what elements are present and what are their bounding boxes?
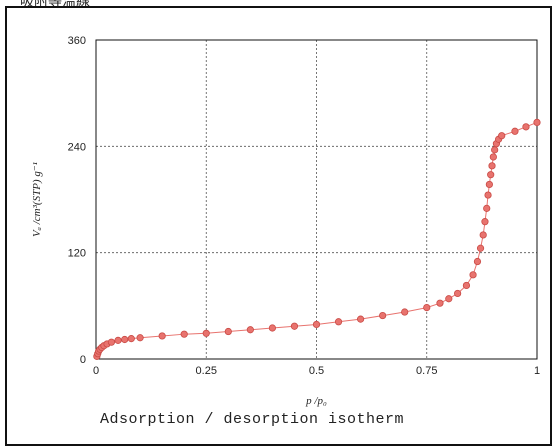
y-tick-label: 240 bbox=[68, 141, 86, 153]
data-point bbox=[401, 308, 409, 316]
data-point bbox=[423, 304, 431, 312]
data-point bbox=[473, 257, 482, 266]
tick-labels: 0 0.25 0.5 0.75 1 0 120 240 360 bbox=[68, 35, 540, 377]
data-point bbox=[511, 127, 519, 135]
x-tick-label: 0.5 bbox=[309, 365, 324, 377]
data-point bbox=[114, 336, 122, 344]
x-axis-label: p /p₀ bbox=[305, 395, 327, 407]
grid-lines bbox=[96, 40, 537, 359]
data-point bbox=[476, 244, 485, 252]
y-tick-label: 120 bbox=[68, 248, 86, 260]
data-point bbox=[136, 334, 144, 342]
data-points bbox=[93, 118, 541, 360]
data-point bbox=[481, 218, 489, 226]
x-tick-label: 1 bbox=[534, 365, 540, 377]
data-point bbox=[180, 330, 188, 338]
data-point bbox=[121, 335, 129, 344]
chart-caption: Adsorption / desorption isotherm bbox=[100, 411, 405, 428]
data-point bbox=[491, 146, 499, 154]
data-point bbox=[312, 320, 321, 329]
data-point bbox=[469, 271, 477, 279]
y-tick-label: 0 bbox=[80, 354, 86, 366]
header-text: 吸附等温線 bbox=[20, 0, 90, 9]
data-point bbox=[127, 335, 135, 343]
data-point bbox=[484, 191, 492, 199]
x-tick-label: 0.25 bbox=[196, 365, 217, 377]
data-point bbox=[498, 132, 506, 140]
data-point bbox=[445, 295, 453, 303]
data-point bbox=[268, 324, 276, 332]
isotherm-chart: 0 0.25 0.5 0.75 1 0 120 240 360 p /p₀ Vₐ /cm³(ST… bbox=[31, 35, 541, 407]
data-point bbox=[356, 315, 365, 323]
data-point bbox=[462, 281, 471, 290]
data-point bbox=[454, 289, 462, 298]
data-point bbox=[202, 329, 210, 337]
data-point bbox=[485, 180, 493, 189]
data-point bbox=[436, 299, 444, 307]
y-axis-label: Vₐ /cm³(STP) g⁻¹ bbox=[31, 162, 43, 237]
data-point bbox=[522, 123, 530, 131]
data-point bbox=[487, 171, 495, 179]
y-tick-label: 360 bbox=[68, 35, 86, 47]
data-point bbox=[290, 322, 299, 330]
data-point bbox=[489, 153, 497, 161]
x-tick-label: 0.75 bbox=[416, 365, 437, 377]
data-point bbox=[533, 118, 541, 127]
plot-area-border bbox=[95, 39, 538, 360]
data-point bbox=[158, 332, 166, 340]
data-point bbox=[479, 231, 487, 239]
data-point bbox=[334, 318, 343, 326]
data-point bbox=[483, 204, 491, 212]
data-point bbox=[107, 338, 116, 346]
data-point bbox=[246, 326, 254, 334]
data-point bbox=[488, 162, 496, 170]
data-point bbox=[224, 327, 232, 336]
x-tick-label: 0 bbox=[93, 365, 99, 377]
data-point bbox=[379, 311, 387, 320]
